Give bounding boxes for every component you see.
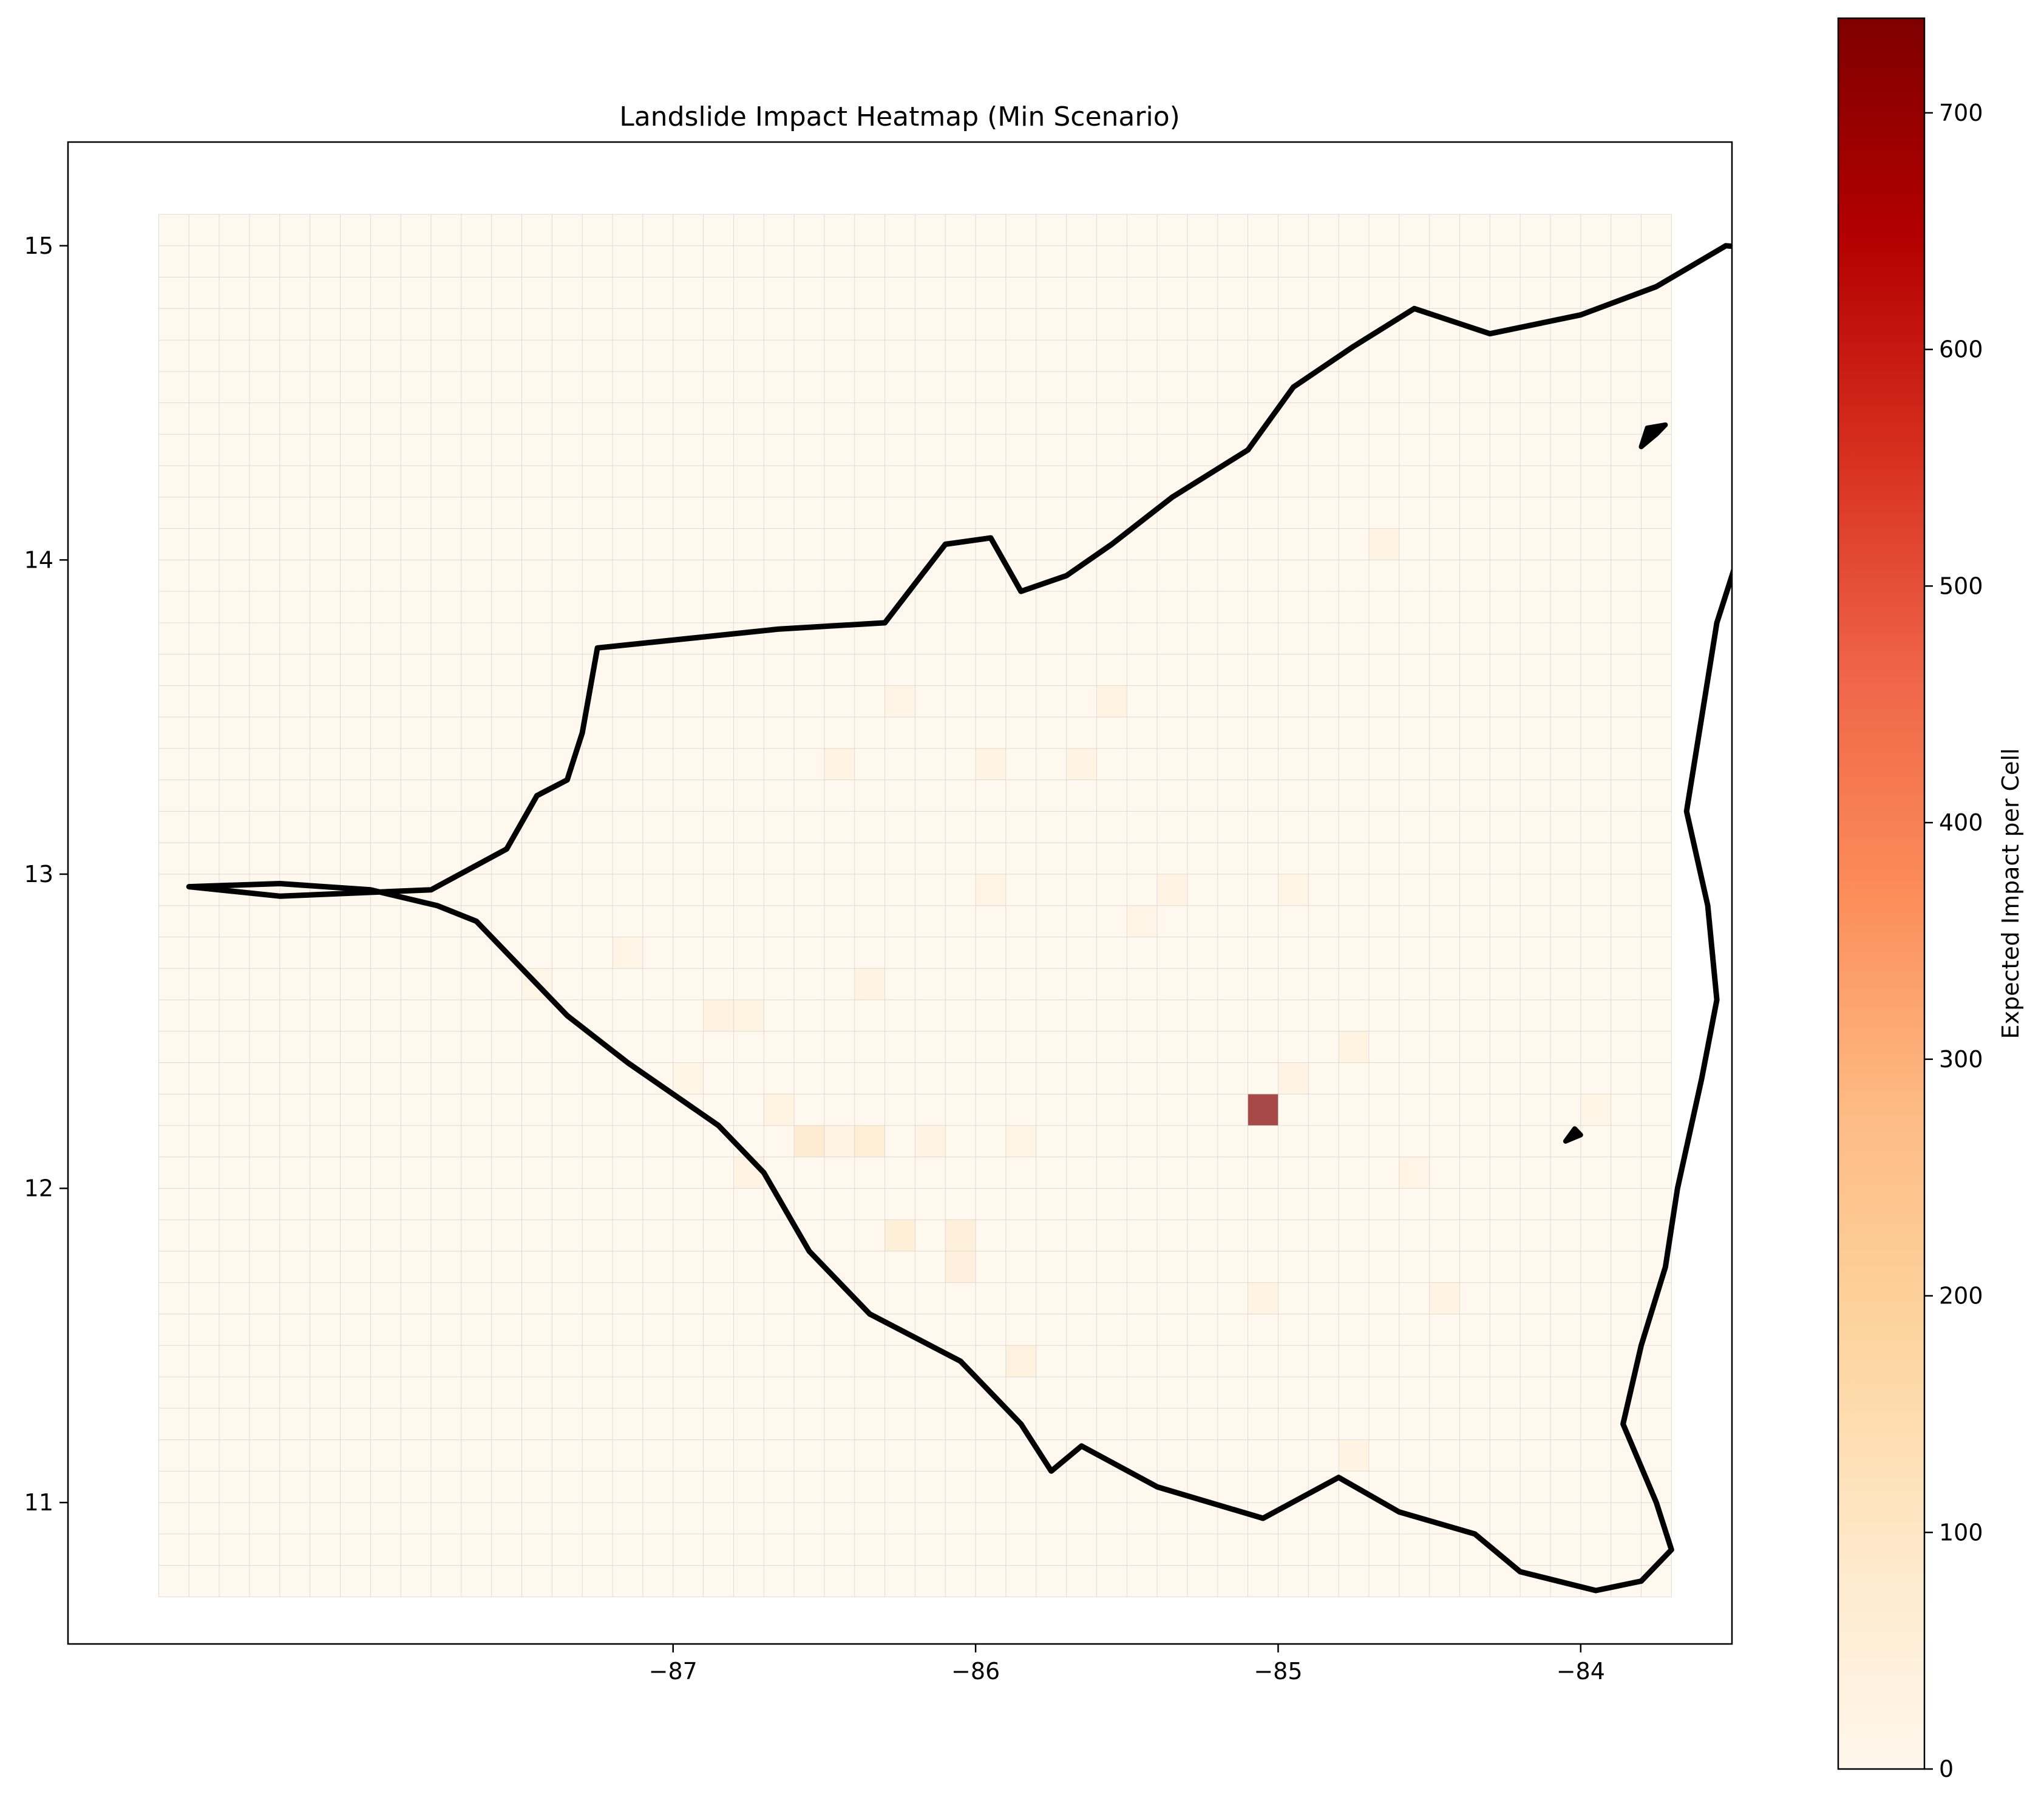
heatmap-cell (673, 1062, 704, 1095)
heatmap-cell (884, 685, 915, 718)
y-tick-label: 15 (24, 233, 53, 259)
heatmap-cell (824, 748, 855, 780)
x-tick-label: −86 (951, 1658, 1000, 1685)
heatmap-cell (1096, 685, 1127, 718)
heatmap-cell (1278, 1062, 1309, 1095)
colorbar-label: Expected Impact per Cell (1997, 748, 2024, 1039)
heatmap-cell (613, 937, 643, 969)
heatmap-cell (1580, 1094, 1611, 1126)
heatmap-cell (1339, 1439, 1369, 1472)
cell-gridlines (158, 214, 1672, 1597)
heatmap-cell (1399, 1156, 1430, 1189)
colorbar-tick-label: 600 (1939, 336, 1983, 363)
heatmap-cell (1248, 1282, 1278, 1314)
y-tick-label: 13 (24, 861, 53, 888)
heatmap-cell (945, 1220, 976, 1252)
y-tick-label: 14 (24, 546, 53, 573)
heatmap-cell (976, 748, 1006, 780)
colorbar-tick-label: 500 (1939, 572, 1983, 599)
heatmap-cell (1339, 1031, 1369, 1063)
heatmap-cell (764, 1094, 795, 1126)
island-outline (1638, 422, 1668, 449)
island-outline (1563, 1126, 1583, 1144)
heatmap-cell (703, 999, 734, 1031)
x-tick-label: −85 (1254, 1658, 1302, 1685)
nicaragua-border (186, 243, 1732, 1594)
colorbar: 0 100 200 300 400 500 600 700 Expected Impact p… (1837, 17, 2024, 1782)
y-tick-label: 11 (24, 1489, 53, 1516)
heatmap-cell (945, 1251, 976, 1283)
heatmap-cell (854, 968, 885, 1000)
x-tick-label: −87 (649, 1658, 698, 1685)
heatmap-cell (733, 999, 764, 1031)
chart-title: Landslide Impact Heatmap (Min Scenario) (619, 101, 1180, 132)
colorbar-gradient (1837, 17, 1926, 1770)
colorbar-ticks: 0 100 200 300 400 500 600 700 (1924, 100, 1983, 1782)
heatmap-cell (976, 874, 1006, 906)
colorbar-tick-label: 0 (1939, 1756, 1954, 1782)
heatmap-cell (1157, 874, 1187, 906)
heatmap-cell (854, 1126, 885, 1157)
colorbar-tick-label: 300 (1939, 1046, 1983, 1073)
plot-area (158, 214, 1732, 1597)
heatmap-cell (1248, 1094, 1278, 1126)
y-axis: 11 12 13 14 15 (24, 233, 68, 1516)
colorbar-tick-label: 200 (1939, 1283, 1983, 1309)
colorbar-tick-label: 100 (1939, 1519, 1983, 1546)
colorbar-tick-label: 700 (1939, 100, 1983, 126)
heatmap-cell (915, 1126, 946, 1157)
plot-frame (67, 141, 1733, 1645)
x-axis: −87−86−85−84−83 (649, 1644, 1907, 1685)
heatmap-cell (1278, 874, 1309, 906)
colorbar-tick-label: 400 (1939, 809, 1983, 836)
heatmap-cell (794, 1126, 824, 1157)
x-tick-label: −84 (1557, 1658, 1605, 1685)
country-outline (186, 243, 1732, 1594)
heatmap-cell (1005, 1126, 1036, 1157)
heatmap-cell (1429, 1282, 1460, 1314)
heatmap-cell (733, 1156, 764, 1189)
heatmap-cell (1127, 905, 1158, 937)
heatmap-cell (884, 1220, 915, 1252)
heatmap-cell (824, 1126, 855, 1157)
heatmap-cell (1005, 1345, 1036, 1377)
heatmap-cell (1368, 528, 1399, 560)
y-tick-label: 12 (24, 1175, 53, 1202)
heatmap-cell (1066, 748, 1097, 780)
